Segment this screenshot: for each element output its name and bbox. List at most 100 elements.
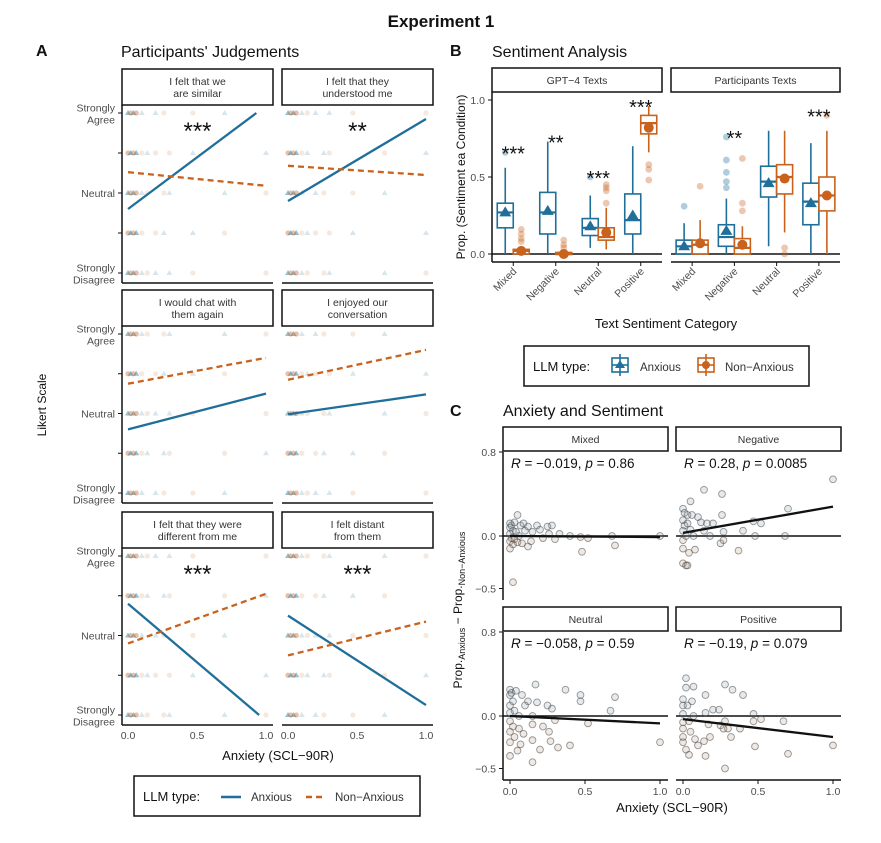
jitter-point-non-anxious (128, 632, 134, 639)
scatter-point (682, 683, 690, 692)
correlation-stat-part: = 0.28, (694, 456, 743, 471)
box-non-anxious-outlier (738, 199, 746, 207)
jitter-point-anxious (166, 553, 173, 558)
scatter-point (686, 727, 695, 736)
jitter-point-anxious (285, 331, 291, 336)
jitter-point-anxious (290, 110, 297, 115)
jitter-point-anxious (221, 331, 228, 336)
facet-a-strip-label-line: I felt that they (326, 76, 390, 88)
facet-a-strip-label-line: I felt that we (169, 76, 226, 88)
jitter-point-non-anxious (263, 331, 269, 337)
scatter-point (706, 532, 714, 540)
jitter-point-anxious (290, 270, 297, 275)
jitter-point-anxious (312, 190, 319, 195)
fit-line-non-anxious (127, 592, 267, 645)
jitter-point-non-anxious (313, 371, 319, 377)
y-tick-label: Strongly Agree (76, 546, 115, 570)
scatter-point (679, 738, 687, 747)
jitter-point-non-anxious (222, 450, 228, 456)
jitter-point-non-anxious (190, 110, 196, 116)
jitter-point-anxious (133, 592, 140, 598)
scatter-point (703, 519, 711, 528)
facet-a-strip-label-line: them again (172, 309, 224, 321)
jitter-point-non-anxious (125, 450, 131, 456)
correlation-stat-part: = −0.058, (521, 636, 586, 651)
mean-marker-non-anxious (821, 190, 832, 201)
jitter-point-non-anxious (166, 450, 172, 456)
jitter-point-non-anxious (299, 450, 305, 456)
correlation-stat: R = −0.019, p = 0.86 (511, 456, 635, 471)
x-tick-label: 1.0 (653, 786, 668, 798)
jitter-point-anxious (287, 672, 294, 678)
jitter-point-non-anxious (139, 371, 145, 377)
jitter-point-anxious (160, 592, 167, 598)
jitter-point-non-anxious (293, 632, 299, 639)
scatter-point (701, 708, 710, 717)
jitter-point-anxious (293, 370, 300, 376)
category-group: Positive *** (612, 97, 658, 300)
facet-a-strip-box (281, 68, 434, 106)
jitter-point-non-anxious (263, 712, 269, 718)
panel-a-legend: LLM type: Anxious Non−Anxious (133, 775, 421, 817)
y-tick-label: 0.0 (470, 249, 485, 261)
y-tick-label-line: Agree (87, 558, 115, 570)
jitter-point-non-anxious (130, 371, 137, 377)
jitter-point-non-anxious (290, 450, 297, 456)
facet-a-strip-label: I felt that they understood me (322, 76, 392, 100)
scatter-point (718, 490, 726, 498)
jitter-point-anxious (285, 490, 291, 495)
jitter-point-non-anxious (133, 712, 139, 718)
jitter-point-non-anxious (326, 672, 332, 678)
jitter-point-anxious (285, 110, 291, 115)
jitter-point-anxious (285, 553, 291, 558)
y-tick-label-line: Strongly (76, 546, 115, 558)
fit-line-non-anxious (127, 356, 267, 385)
jitter-point-non-anxious (321, 270, 327, 276)
jitter-point-non-anxious (139, 593, 145, 599)
fit-line-non-anxious (287, 348, 427, 381)
significance-stars: *** (807, 106, 831, 128)
jitter-point-non-anxious (350, 190, 356, 196)
scatter-point (545, 727, 553, 736)
facet-a-strip-label: I felt that we are similar (169, 76, 226, 100)
facet-a-3: I enjoyed our conversation (281, 289, 434, 504)
jitter-point-anxious (221, 190, 228, 195)
jitter-point-non-anxious (125, 593, 131, 599)
significance-stars: *** (343, 561, 371, 588)
correlation-stat-part: = 0.079 (758, 636, 807, 651)
jitter-point-anxious (349, 592, 356, 598)
box-anxious-outlier (722, 178, 730, 186)
jitter-point-anxious (293, 230, 300, 235)
panel-c-ylabel-sub1: Anxious (457, 627, 467, 660)
y-tick-label: Strongly Disagree (73, 483, 116, 507)
jitter-point-anxious (144, 450, 151, 456)
correlation-stat-part: R (511, 636, 521, 651)
category-group: Mixed *** (491, 143, 531, 294)
jitter-point-anxious (320, 592, 327, 598)
scatter-point (506, 752, 514, 760)
y-tick-label: −0.5 (475, 584, 496, 596)
facet-c-strip-label: Mixed (571, 434, 599, 446)
jitter-point-anxious (144, 592, 151, 598)
correlation-stat: R = −0.19, p = 0.079 (684, 636, 807, 651)
scatter-point (781, 532, 789, 540)
facet-a-strip-box (121, 511, 274, 549)
facet-c-strip-label-line: Mixed (571, 434, 599, 446)
scatter-point (512, 686, 520, 695)
correlation-stat-part: R (511, 456, 521, 471)
scatter-point (721, 764, 729, 773)
jitter-point-non-anxious (128, 331, 134, 337)
fit-line-non-anxious (287, 164, 427, 177)
jitter-point-non-anxious (133, 410, 139, 417)
box-non-anxious-outlier (560, 241, 568, 249)
scatter-point (531, 680, 540, 689)
facet-b-0: GPT−4 Texts0.00.51.0Mixed***Negative**Ne… (470, 67, 663, 303)
jitter-point-non-anxious (133, 331, 139, 337)
jitter-point-anxious (326, 270, 333, 275)
jitter-point-anxious (125, 712, 131, 717)
facet-a-strip-label-line: I enjoyed our (327, 297, 388, 309)
jitter-point-anxious (381, 331, 388, 336)
jitter-point-anxious (298, 553, 305, 558)
facet-c-strip-label-line: Neutral (569, 614, 603, 626)
